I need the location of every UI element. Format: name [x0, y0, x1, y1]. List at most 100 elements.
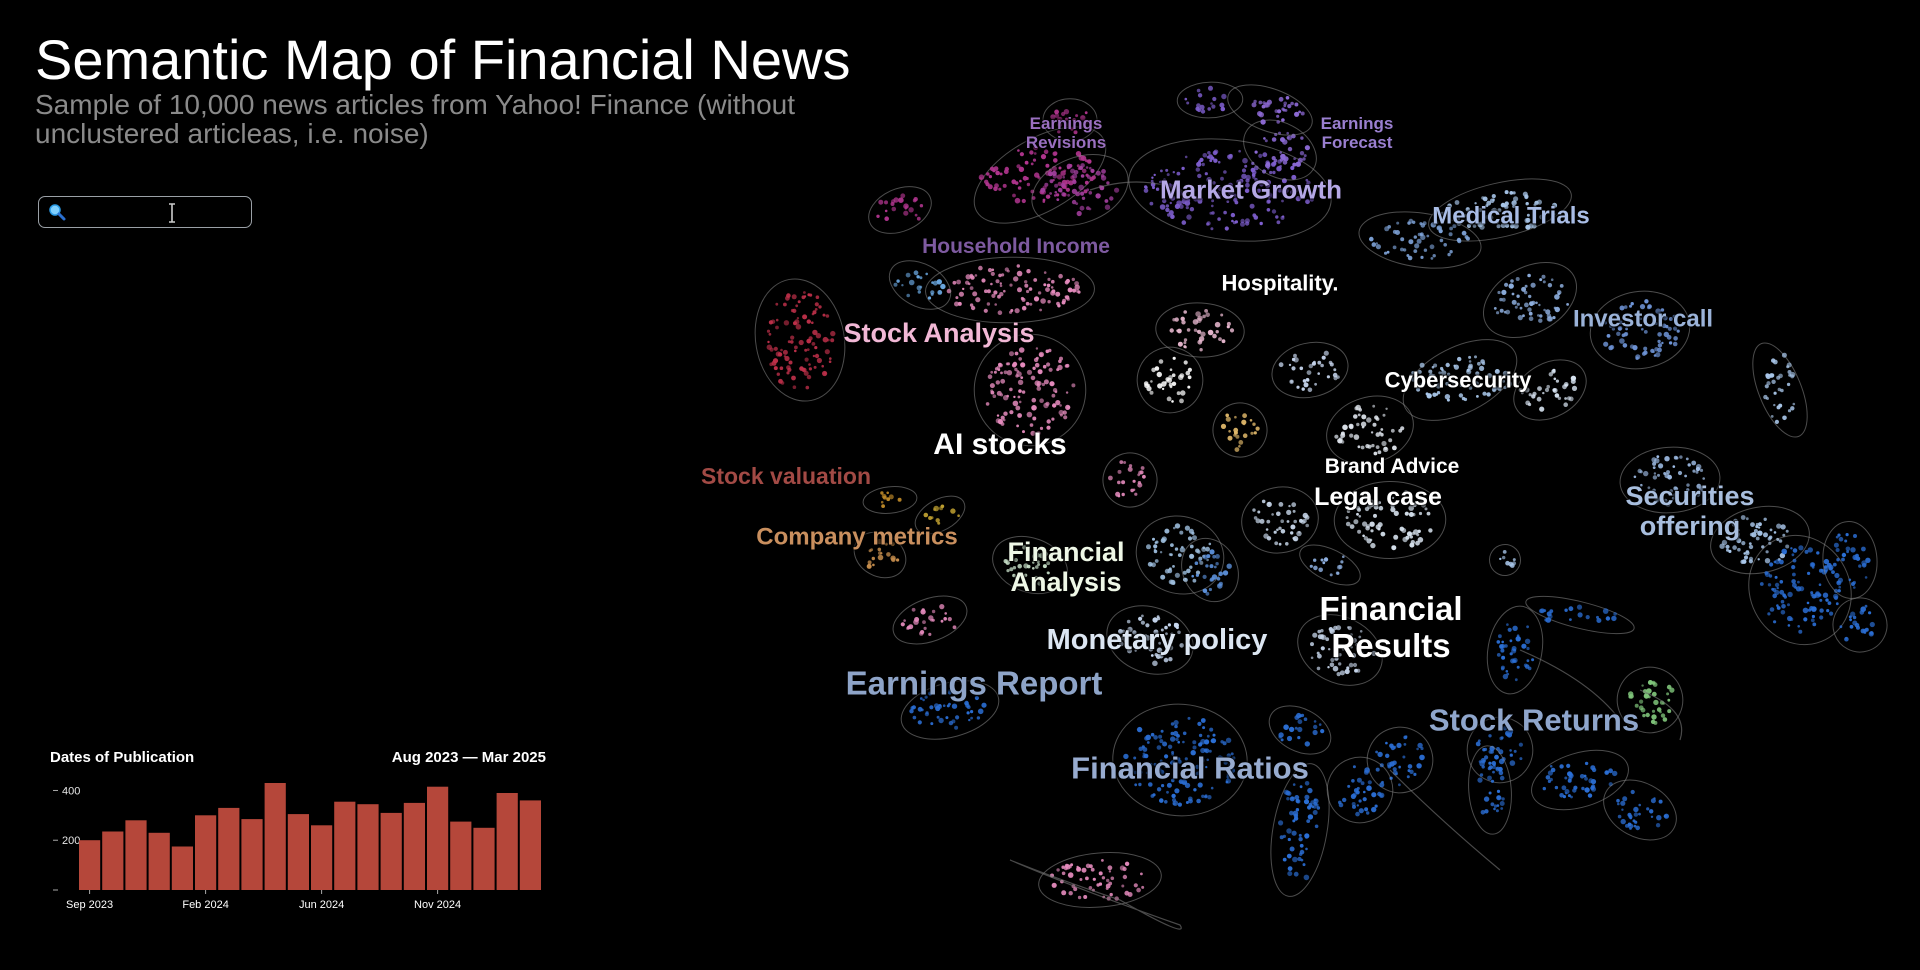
article-point[interactable]	[1142, 747, 1148, 752]
article-point[interactable]	[792, 308, 797, 313]
article-point[interactable]	[1287, 104, 1292, 109]
article-point[interactable]	[1526, 213, 1530, 217]
article-point[interactable]	[1286, 828, 1292, 834]
article-point[interactable]	[1205, 546, 1210, 552]
article-point[interactable]	[1633, 812, 1639, 817]
article-point[interactable]	[1037, 581, 1042, 586]
article-point[interactable]	[1202, 726, 1206, 730]
article-point[interactable]	[1779, 552, 1786, 559]
article-point[interactable]	[1664, 456, 1670, 462]
article-point[interactable]	[1445, 381, 1449, 386]
article-point[interactable]	[1777, 387, 1782, 392]
article-point[interactable]	[1561, 785, 1567, 791]
article-point[interactable]	[1208, 154, 1213, 160]
article-point[interactable]	[1512, 204, 1516, 209]
article-point[interactable]	[1623, 305, 1628, 309]
article-point[interactable]	[1390, 507, 1396, 513]
article-point[interactable]	[1502, 379, 1505, 383]
article-point[interactable]	[1291, 174, 1297, 180]
article-point[interactable]	[1496, 311, 1500, 315]
article-point[interactable]	[1483, 747, 1488, 752]
article-point[interactable]	[1056, 868, 1060, 872]
article-point[interactable]	[1645, 712, 1650, 718]
article-point[interactable]	[1138, 616, 1143, 621]
article-point[interactable]	[936, 279, 942, 285]
article-point[interactable]	[1045, 194, 1051, 199]
article-point[interactable]	[1050, 286, 1054, 289]
article-point[interactable]	[1649, 809, 1654, 814]
article-point[interactable]	[1181, 320, 1186, 325]
article-point[interactable]	[1665, 502, 1671, 507]
article-point[interactable]	[1292, 810, 1299, 817]
article-point[interactable]	[1770, 415, 1774, 418]
article-point[interactable]	[924, 695, 928, 699]
article-point[interactable]	[1461, 230, 1467, 236]
article-point[interactable]	[1167, 744, 1173, 749]
article-point[interactable]	[1299, 785, 1303, 789]
article-point[interactable]	[990, 390, 995, 395]
article-point[interactable]	[1588, 778, 1594, 784]
article-point[interactable]	[1163, 774, 1167, 778]
article-point[interactable]	[952, 625, 957, 630]
article-point[interactable]	[1520, 391, 1524, 395]
article-point[interactable]	[1536, 199, 1542, 205]
article-point[interactable]	[1702, 477, 1705, 480]
article-point[interactable]	[974, 695, 980, 701]
cluster[interactable]	[1470, 247, 1589, 353]
article-point[interactable]	[1197, 329, 1202, 334]
article-point[interactable]	[1080, 115, 1086, 121]
article-point[interactable]	[1195, 167, 1201, 172]
article-point[interactable]	[1012, 193, 1016, 198]
article-point[interactable]	[1496, 640, 1501, 644]
article-point[interactable]	[1435, 393, 1438, 396]
article-point[interactable]	[1446, 398, 1450, 402]
article-point[interactable]	[1325, 637, 1330, 642]
article-point[interactable]	[1065, 187, 1070, 192]
article-point[interactable]	[1309, 564, 1313, 568]
article-point[interactable]	[1033, 296, 1040, 302]
article-point[interactable]	[1158, 641, 1162, 645]
article-point[interactable]	[1655, 352, 1661, 358]
article-point[interactable]	[1539, 314, 1543, 318]
article-point[interactable]	[1673, 336, 1678, 341]
article-point[interactable]	[1358, 799, 1362, 803]
article-point[interactable]	[1213, 158, 1218, 163]
article-point[interactable]	[1365, 496, 1371, 502]
article-point[interactable]	[898, 197, 904, 203]
article-point[interactable]	[1202, 314, 1206, 319]
article-point[interactable]	[1486, 373, 1493, 379]
article-point[interactable]	[1049, 381, 1055, 387]
article-point[interactable]	[803, 370, 809, 376]
article-point[interactable]	[1210, 738, 1217, 744]
cluster-label[interactable]: Investor call	[1572, 305, 1714, 333]
article-point[interactable]	[780, 348, 783, 352]
article-point[interactable]	[1392, 767, 1397, 772]
article-point[interactable]	[1387, 764, 1392, 769]
article-point[interactable]	[1348, 662, 1354, 668]
article-point[interactable]	[972, 291, 978, 297]
article-point[interactable]	[1182, 740, 1185, 744]
article-point[interactable]	[1647, 304, 1652, 309]
cluster[interactable]	[1730, 518, 1870, 663]
article-point[interactable]	[1656, 815, 1662, 821]
article-point[interactable]	[1815, 591, 1820, 596]
article-point[interactable]	[1223, 170, 1227, 174]
article-point[interactable]	[1160, 729, 1164, 733]
article-point[interactable]	[1175, 737, 1179, 742]
article-point[interactable]	[1205, 591, 1210, 596]
article-point[interactable]	[1338, 800, 1342, 805]
article-point[interactable]	[1539, 406, 1545, 412]
article-point[interactable]	[969, 286, 974, 290]
article-point[interactable]	[1304, 781, 1310, 786]
article-point[interactable]	[1868, 611, 1872, 615]
article-point[interactable]	[1078, 155, 1085, 161]
article-point[interactable]	[1357, 445, 1361, 449]
article-point[interactable]	[1393, 510, 1399, 516]
article-point[interactable]	[1293, 185, 1298, 190]
article-point[interactable]	[1798, 545, 1804, 551]
article-point[interactable]	[1253, 516, 1258, 520]
article-point[interactable]	[1501, 289, 1507, 295]
article-point[interactable]	[1633, 824, 1637, 828]
article-point[interactable]	[1768, 574, 1773, 578]
article-point[interactable]	[1340, 560, 1344, 564]
